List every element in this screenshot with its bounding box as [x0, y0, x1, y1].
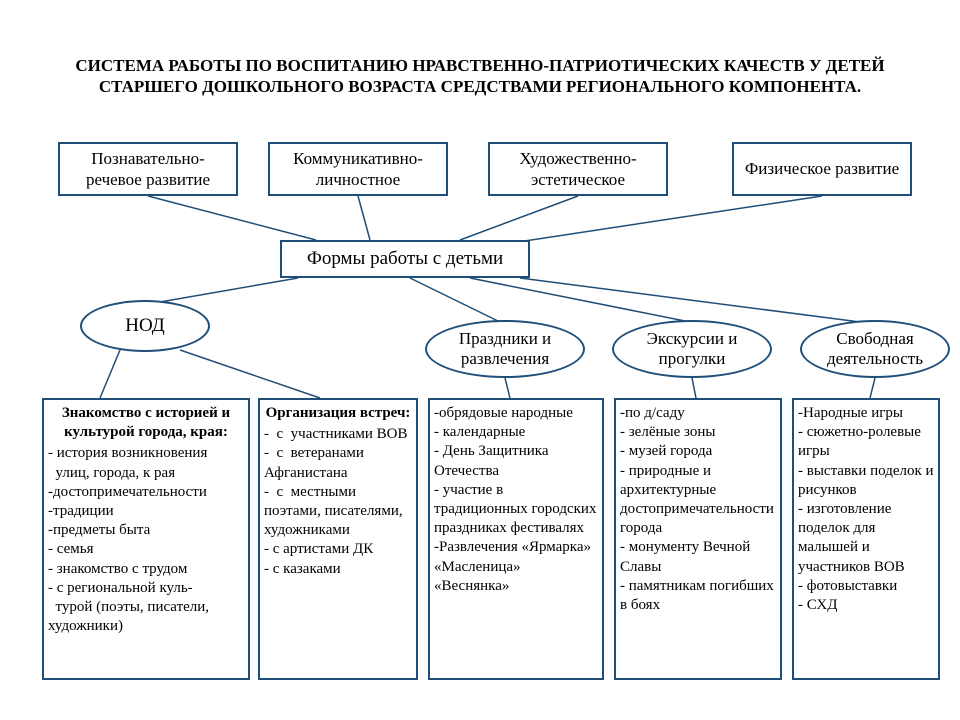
- textbox-meetings: Организация встреч: - с участниками ВОВ …: [258, 398, 418, 680]
- top-box-communicative: Коммуникативно-личностное: [268, 142, 448, 196]
- ellipse-nod: НОД: [80, 300, 210, 352]
- textbox-head: Знакомство с историей и культурой города…: [48, 404, 244, 442]
- textbox-body: -по д/саду - зелёные зоны - музей города…: [620, 405, 778, 613]
- textbox-head: Организация встреч:: [264, 404, 412, 423]
- top-box-cognitive: Познавательно-речевое развитие: [58, 142, 238, 196]
- textbox-excursions-list: -по д/саду - зелёные зоны - музей города…: [614, 398, 782, 680]
- textbox-free-activity-list: -Народные игры - сюжетно-ролевые игры - …: [792, 398, 940, 680]
- textbox-body: - с участниками ВОВ - с ветеранами Афган…: [264, 426, 407, 576]
- textbox-body: -обрядовые народные - календарные - День…: [434, 405, 600, 594]
- ellipse-holidays: Праздники и развлечения: [425, 320, 585, 378]
- textbox-body: -Народные игры - сюжетно-ролевые игры - …: [798, 405, 937, 613]
- textbox-body: - история возникновения улиц, города, к …: [48, 445, 213, 634]
- ellipse-free-activity: Свободная деятельность: [800, 320, 950, 378]
- diagram-title: СИСТЕМА РАБОТЫ ПО ВОСПИТАНИЮ НРАВСТВЕННО…: [60, 55, 900, 98]
- top-box-physical: Физическое развитие: [732, 142, 912, 196]
- textbox-holidays-list: -обрядовые народные - календарные - День…: [428, 398, 604, 680]
- ellipse-excursions: Экскурсии и прогулки: [612, 320, 772, 378]
- textbox-history-culture: Знакомство с историей и культурой города…: [42, 398, 250, 680]
- center-box-forms: Формы работы с детьми: [280, 240, 530, 278]
- top-box-artistic: Художественно-эстетическое: [488, 142, 668, 196]
